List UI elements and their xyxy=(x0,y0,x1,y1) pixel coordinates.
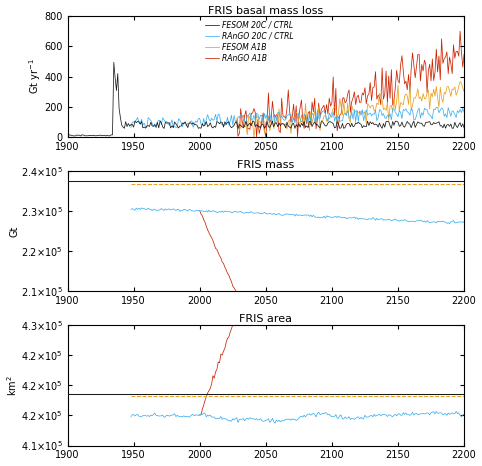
RAnGO A1B xyxy=(238,106,243,111)
RAnGO 20C / CTRL xyxy=(432,107,438,112)
FESOM 20C / CTRL xyxy=(78,133,84,139)
RAnGO 20C / CTRL xyxy=(376,107,382,112)
Line: RAnGO 20C / CTRL: RAnGO 20C / CTRL xyxy=(131,108,464,128)
Legend: FESOM 20C / CTRL, RAnGO 20C / CTRL, FESOM A1B, RAnGO A1B: FESOM 20C / CTRL, RAnGO 20C / CTRL, FESO… xyxy=(202,18,297,66)
RAnGO A1B xyxy=(432,69,438,75)
RAnGO A1B xyxy=(335,122,341,127)
Line: FESOM 20C / CTRL: FESOM 20C / CTRL xyxy=(67,62,464,136)
Y-axis label: Gt: Gt xyxy=(9,225,19,237)
FESOM 20C / CTRL xyxy=(241,125,246,130)
FESOM 20C / CTRL xyxy=(338,125,344,130)
FESOM A1B xyxy=(335,110,341,116)
Title: FRIS mass: FRIS mass xyxy=(237,160,295,170)
FESOM 20C / CTRL xyxy=(227,123,233,129)
Line: RAnGO A1B: RAnGO A1B xyxy=(237,31,464,137)
FESOM 20C / CTRL xyxy=(65,133,70,138)
FESOM 20C / CTRL xyxy=(435,120,441,125)
Y-axis label: km$^2$: km$^2$ xyxy=(6,375,19,396)
FESOM 20C / CTRL xyxy=(461,125,467,130)
FESOM A1B xyxy=(238,123,243,129)
Line: FESOM A1B: FESOM A1B xyxy=(237,82,464,137)
RAnGO A1B xyxy=(461,51,467,57)
RAnGO A1B xyxy=(376,95,382,100)
FESOM A1B xyxy=(399,101,405,107)
RAnGO 20C / CTRL xyxy=(399,116,405,121)
FESOM A1B xyxy=(432,93,438,99)
RAnGO 20C / CTRL xyxy=(461,109,467,115)
RAnGO A1B xyxy=(399,53,405,59)
RAnGO 20C / CTRL xyxy=(225,115,230,120)
FESOM A1B xyxy=(376,90,382,96)
FESOM 20C / CTRL xyxy=(379,125,385,131)
FESOM A1B xyxy=(461,89,467,94)
Y-axis label: Gt yr$^{-1}$: Gt yr$^{-1}$ xyxy=(27,59,43,95)
FESOM 20C / CTRL xyxy=(111,60,117,65)
Title: FRIS area: FRIS area xyxy=(239,315,292,324)
RAnGO 20C / CTRL xyxy=(335,114,341,119)
FESOM 20C / CTRL xyxy=(402,124,407,130)
RAnGO 20C / CTRL xyxy=(238,112,243,117)
Title: FRIS basal mass loss: FRIS basal mass loss xyxy=(208,6,323,15)
